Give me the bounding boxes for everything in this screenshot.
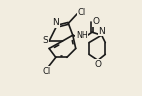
Text: S: S (43, 36, 48, 45)
Text: O: O (94, 60, 101, 69)
Text: Cl: Cl (42, 67, 51, 76)
Text: O: O (92, 17, 99, 26)
Text: N: N (99, 27, 105, 36)
Text: NH: NH (76, 31, 87, 40)
Text: Cl: Cl (77, 9, 85, 17)
Text: N: N (52, 18, 59, 27)
